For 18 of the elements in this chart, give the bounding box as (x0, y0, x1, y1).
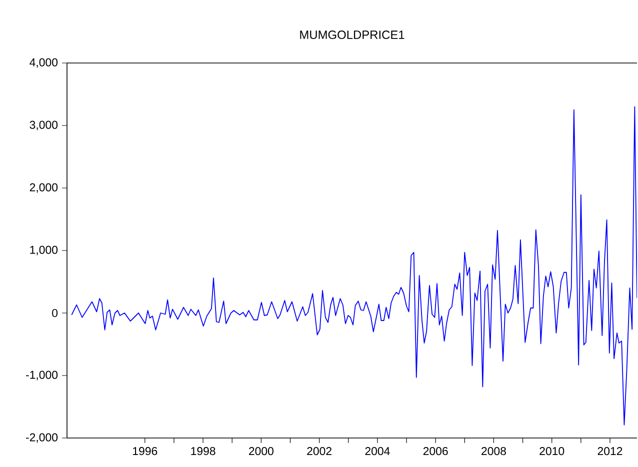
y-tick-label: 1,000 (30, 246, 58, 256)
y-tick-label: -2,000 (26, 433, 58, 443)
chart-title: MUMGOLDPRICE1 (300, 30, 404, 39)
x-tick-label: 2002 (307, 447, 332, 456)
x-tick-label: 1998 (191, 447, 216, 456)
x-tick-label: 2006 (423, 447, 448, 456)
x-tick-label: 2008 (482, 447, 506, 456)
y-tick-label: 4,000 (30, 58, 58, 68)
y-tick-label: -1,000 (26, 370, 58, 380)
x-tick-label: 2004 (365, 447, 390, 456)
y-tick-label: 2,000 (30, 183, 58, 193)
y-tick-label: 3,000 (30, 120, 58, 130)
x-tick-label: 2010 (540, 447, 564, 456)
y-tick-label: 0 (52, 308, 58, 318)
line-series (71, 106, 638, 426)
x-tick-label: 1996 (133, 447, 158, 456)
x-tick-label: 2000 (249, 447, 274, 456)
x-tick-label: 2012 (598, 447, 622, 456)
